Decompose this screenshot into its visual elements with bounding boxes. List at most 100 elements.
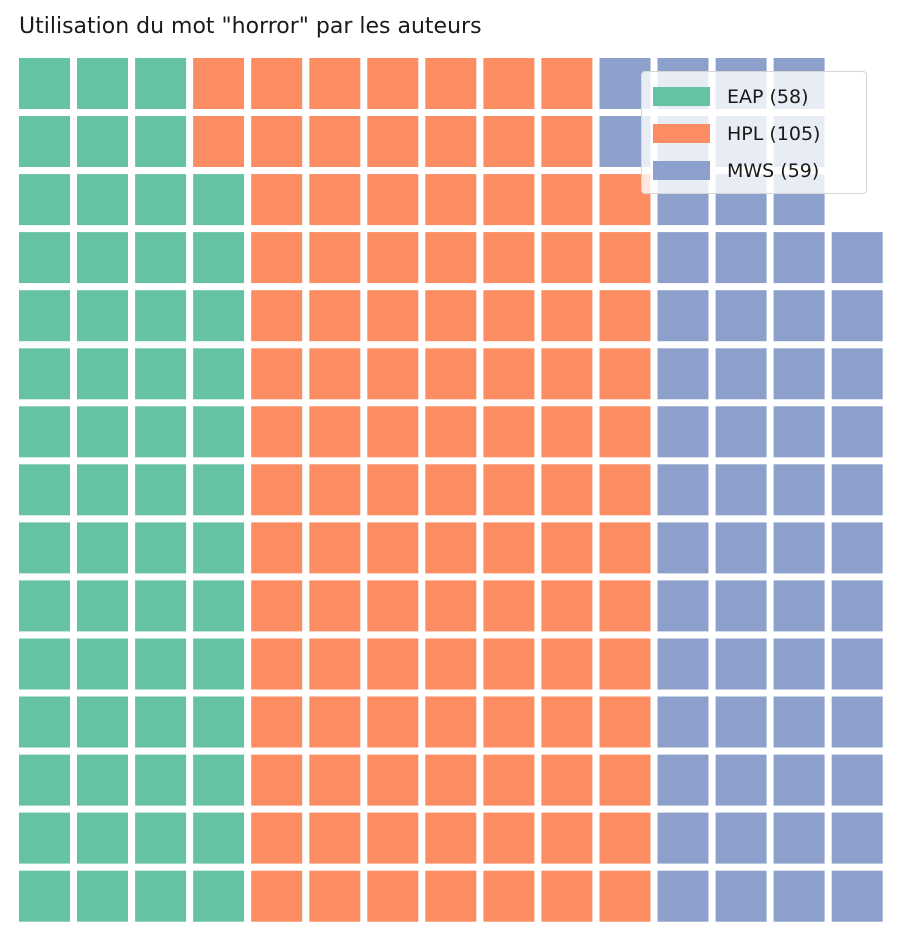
waffle-cell-hpl [251, 58, 303, 109]
waffle-cell-eap [135, 464, 187, 516]
waffle-cell-eap [135, 232, 187, 284]
waffle-cell-eap [135, 580, 187, 632]
waffle-cell-mws [831, 290, 883, 342]
waffle-cell-hpl [193, 58, 245, 109]
legend-label-eap: EAP (58) [727, 85, 809, 108]
waffle-cell-mws [773, 870, 825, 922]
waffle-cell-hpl [367, 116, 419, 167]
legend-item-mws: MWS (59) [642, 152, 866, 189]
waffle-cell-eap [77, 116, 128, 167]
waffle-cell-hpl [483, 464, 535, 516]
waffle-cell-mws [715, 812, 767, 864]
waffle-cell-eap [19, 464, 70, 516]
waffle-cell-mws [715, 464, 767, 516]
waffle-cell-eap [19, 696, 70, 748]
waffle-cell-hpl [599, 870, 651, 922]
waffle-cell-mws [831, 406, 883, 458]
waffle-cell-hpl [541, 812, 593, 864]
waffle-cell-hpl [251, 812, 303, 864]
waffle-cell-eap [77, 638, 128, 690]
waffle-cell-mws [715, 696, 767, 748]
waffle-cell-hpl [251, 870, 303, 922]
waffle-cell-eap [193, 812, 245, 864]
waffle-cell-mws [831, 522, 883, 574]
waffle-cell-hpl [309, 116, 361, 167]
waffle-cell-hpl [541, 754, 593, 806]
waffle-cell-mws [657, 348, 709, 400]
waffle-cell-mws [657, 464, 709, 516]
waffle-cell-hpl [425, 116, 477, 167]
waffle-cell-hpl [367, 232, 419, 284]
waffle-cell-mws [773, 348, 825, 400]
waffle-cell-hpl [309, 406, 361, 458]
waffle-cell-hpl [425, 870, 477, 922]
waffle-cell-hpl [599, 522, 651, 574]
waffle-cell-eap [19, 58, 70, 109]
waffle-cell-mws [831, 348, 883, 400]
waffle-cell-eap [193, 464, 245, 516]
waffle-cell-mws [831, 812, 883, 864]
waffle-cell-eap [193, 580, 245, 632]
waffle-cell-hpl [309, 58, 361, 109]
waffle-cell-hpl [309, 754, 361, 806]
waffle-cell-eap [77, 696, 128, 748]
waffle-cell-eap [193, 638, 245, 690]
waffle-cell-mws [657, 638, 709, 690]
waffle-cell-eap [19, 174, 70, 226]
waffle-cell-mws [773, 522, 825, 574]
waffle-cell-hpl [309, 290, 361, 342]
chart-title: Utilisation du mot "horror" par les aute… [19, 14, 482, 39]
waffle-cell-hpl [541, 174, 593, 226]
waffle-cell-hpl [483, 754, 535, 806]
waffle-cell-hpl [425, 638, 477, 690]
waffle-cell-hpl [483, 522, 535, 574]
waffle-cell-hpl [541, 696, 593, 748]
waffle-cell-eap [77, 290, 128, 342]
waffle-cell-eap [77, 812, 128, 864]
waffle-cell-eap [19, 348, 70, 400]
waffle-cell-mws [715, 754, 767, 806]
waffle-cell-hpl [425, 348, 477, 400]
waffle-cell-hpl [425, 812, 477, 864]
waffle-cell-mws [715, 522, 767, 574]
waffle-cell-mws [715, 406, 767, 458]
waffle-cell-hpl [251, 116, 303, 167]
legend-label-hpl: HPL (105) [727, 122, 821, 145]
waffle-cell-hpl [251, 696, 303, 748]
waffle-cell-hpl [483, 348, 535, 400]
waffle-cell-hpl [483, 638, 535, 690]
waffle-cell-hpl [425, 290, 477, 342]
waffle-cell-hpl [425, 58, 477, 109]
waffle-cell-hpl [309, 522, 361, 574]
waffle-cell-eap [193, 290, 245, 342]
waffle-cell-hpl [367, 580, 419, 632]
waffle-cell-mws [657, 290, 709, 342]
waffle-cell-hpl [367, 522, 419, 574]
waffle-cell-mws [657, 580, 709, 632]
waffle-cell-eap [135, 116, 187, 167]
waffle-cell-hpl [193, 116, 245, 167]
waffle-cell-eap [19, 754, 70, 806]
waffle-cell-mws [657, 754, 709, 806]
waffle-cell-hpl [251, 522, 303, 574]
waffle-cell-hpl [309, 232, 361, 284]
waffle-cell-hpl [599, 290, 651, 342]
waffle-cell-hpl [367, 870, 419, 922]
waffle-cell-hpl [251, 232, 303, 284]
waffle-cell-eap [19, 580, 70, 632]
waffle-cell-eap [19, 406, 70, 458]
waffle-cell-mws [657, 406, 709, 458]
waffle-cell-hpl [599, 812, 651, 864]
waffle-cell-hpl [483, 116, 535, 167]
waffle-cell-eap [135, 870, 187, 922]
waffle-cell-mws [715, 870, 767, 922]
waffle-cell-hpl [541, 290, 593, 342]
waffle-cell-eap [77, 232, 128, 284]
waffle-cell-hpl [367, 464, 419, 516]
waffle-cell-hpl [425, 406, 477, 458]
waffle-cell-hpl [483, 58, 535, 109]
legend-item-hpl: HPL (105) [642, 115, 866, 152]
waffle-cell-hpl [309, 348, 361, 400]
waffle-cell-hpl [425, 232, 477, 284]
legend-item-eap: EAP (58) [642, 78, 866, 115]
